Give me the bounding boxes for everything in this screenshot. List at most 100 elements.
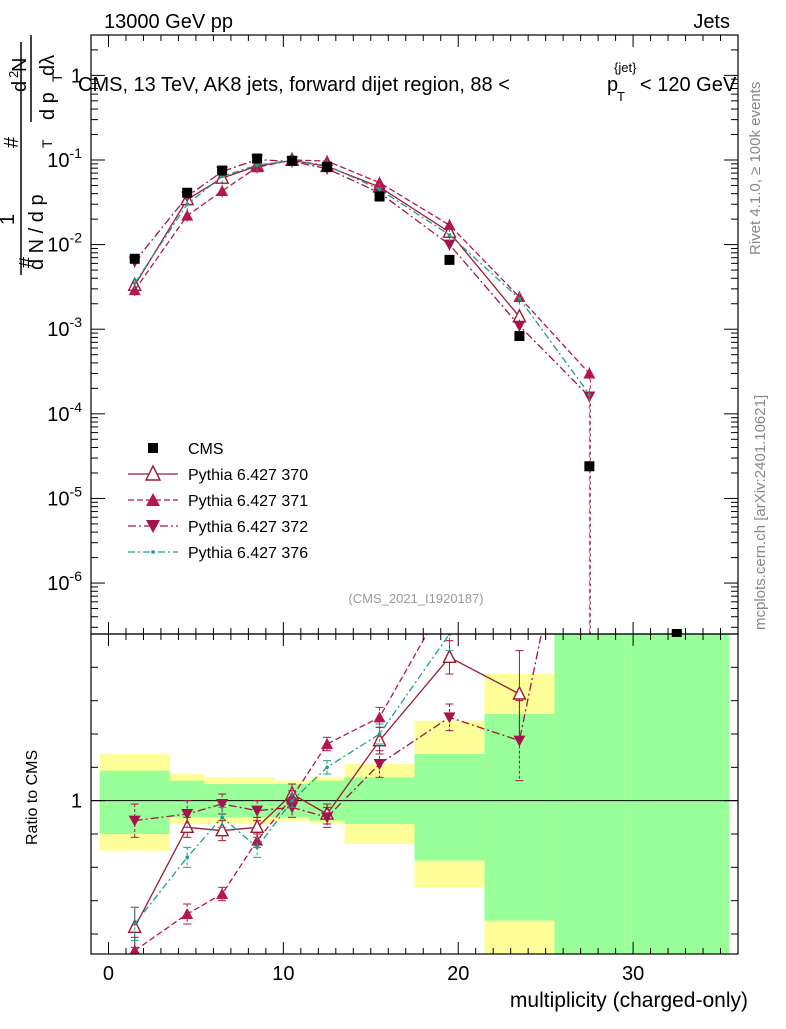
mc-point: [185, 855, 189, 860]
y-tick-label: 10-5: [47, 483, 82, 510]
mc-point: [220, 815, 224, 820]
mc-point: [216, 799, 229, 810]
ylabel-rhs-den-sub: T: [49, 73, 65, 82]
mc-point: [583, 367, 596, 379]
y-tick-label: 10-4: [47, 399, 82, 426]
x-tick-label: 30: [622, 963, 644, 985]
title-p: p: [607, 74, 618, 96]
mc-point: [518, 232, 522, 236]
mc-point: [377, 732, 382, 736]
mc-point: [185, 202, 189, 207]
ylabel-dN: d N / d p: [26, 194, 48, 270]
mc-point: [442, 648, 457, 664]
mc-point: [443, 712, 456, 724]
x-tick-label: 10: [272, 963, 294, 985]
mc-point: [513, 735, 526, 747]
ylabel-hash-den: #: [1, 136, 23, 148]
mc-point: [128, 284, 141, 296]
ratio-band-stat: [414, 754, 485, 861]
y-tick-label: 10-3: [47, 314, 82, 341]
mc-point: [373, 176, 386, 188]
title-sub: T: [617, 89, 625, 104]
legend-entry: Pythia 6.427 372: [188, 519, 308, 536]
mc-point: [513, 320, 526, 332]
mc-point: [216, 888, 229, 899]
data-point: [217, 165, 228, 176]
ratio-panel-frame: [90, 633, 739, 955]
ratio-line: [134, 634, 451, 925]
mc-point: [215, 822, 230, 837]
mc-point: [290, 798, 294, 803]
ylabel-one: 1: [0, 214, 19, 225]
legend: CMS Pythia 6.427 370 Pythia 6.427 371 Pythi…: [128, 441, 308, 562]
data-point: [287, 155, 298, 166]
data-point: [129, 253, 140, 264]
rivet-version-label: Rivet 4.1.0, ≥ 100k events: [747, 82, 764, 255]
title-sup: {jet}: [614, 60, 637, 75]
data-point: [252, 153, 263, 164]
ylabel-rhs-den: d p: [37, 92, 59, 120]
mc-point: [447, 233, 452, 237]
mc-point: [373, 759, 386, 770]
mc-point: [181, 209, 194, 221]
ratio-line: [134, 634, 428, 952]
mc-point: [216, 184, 229, 196]
mc-point: [583, 328, 595, 339]
plot-title: CMS, 13 TeV, AK8 jets, forward dijet reg…: [78, 60, 737, 104]
mc-point: [132, 281, 137, 285]
mc-point: [181, 809, 194, 820]
data-point: [444, 254, 455, 265]
energy-label: 13000 GeV pp: [104, 11, 233, 33]
category-label: Jets: [693, 11, 730, 33]
mc-point: [517, 296, 522, 301]
y-tick-label: 10-6: [47, 568, 82, 595]
x-axis-label: multiplicity (charged-only): [510, 989, 748, 1012]
y-tick-label: 1: [71, 65, 82, 87]
ylabel-rhs-num-tail: N: [9, 58, 31, 72]
mc-line: [134, 159, 520, 318]
legend-entry: Pythia 6.427 376: [188, 545, 308, 562]
ratio-uncertainty-bands: [91, 634, 738, 954]
ratio-band-stat: [554, 634, 625, 954]
title-prefix: CMS, 13 TeV, AK8 jets, forward dijet reg…: [78, 74, 510, 96]
mc-point: [325, 765, 329, 770]
mc-point: [255, 163, 259, 167]
ratio-tick-label: 1: [71, 791, 82, 813]
mc-point: [129, 944, 140, 954]
axes: 0 10 20 30 1 10-1 10-2 10-3 10-4 10-5 10-6 1: [47, 34, 739, 985]
mc-point: [373, 711, 386, 723]
ratio-line: [134, 634, 543, 822]
x-tick-label: 0: [103, 963, 114, 985]
data-point: [148, 443, 158, 453]
data-point: [374, 191, 385, 202]
mc-point: [128, 815, 141, 827]
mc-point: [146, 520, 160, 533]
mc-point: [513, 291, 526, 303]
mc-point: [588, 199, 592, 203]
ratio-y-label: Ratio to CMS: [24, 750, 41, 845]
mc-point: [443, 239, 456, 251]
ylabel-dN-sub: T: [39, 139, 55, 148]
y-tick-label: 10-1: [47, 145, 82, 172]
mc-point: [513, 361, 525, 372]
mc-line: [134, 159, 590, 374]
x-tick-label: 20: [447, 963, 469, 985]
mc-point: [127, 918, 142, 934]
mc-line: [134, 159, 590, 395]
mc-point: [146, 493, 160, 506]
data-point: [584, 461, 595, 472]
mc-point: [151, 550, 155, 554]
mc-point: [255, 845, 259, 850]
mc-point: [321, 812, 334, 824]
y-axis-label: # 1 d N / d p T # d 2 N d p T: [0, 35, 65, 275]
data-point: [182, 187, 193, 198]
legend-entry: Pythia 6.427 371: [188, 493, 308, 510]
mcplots-label: mcplots.cern.ch [arXiv:2401.10621]: [752, 395, 769, 630]
mc-point: [512, 685, 527, 700]
y-tick-label: 10-2: [47, 230, 82, 257]
ylabel-rhs-num: d: [9, 81, 31, 92]
ylabel-rhs-num-sup: 2: [6, 71, 21, 78]
mc-point: [251, 805, 264, 817]
legend-entry: Pythia 6.427 370: [188, 467, 308, 484]
title-suffix: < 120 GeV: [640, 74, 737, 96]
